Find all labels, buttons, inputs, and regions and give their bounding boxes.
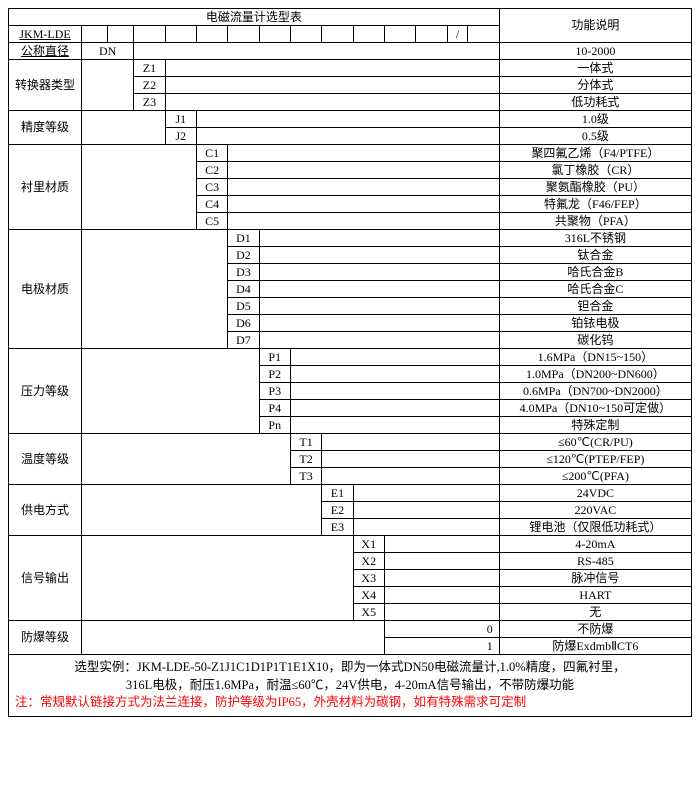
electrode-code: D6	[228, 315, 259, 332]
power-desc: 220VAC	[499, 502, 691, 519]
conv-code: Z2	[134, 77, 165, 94]
power-desc: 锂电池（仅限低功耗式）	[499, 519, 691, 536]
temp-code: T1	[290, 434, 321, 451]
pressure-desc: 4.0MPa（DN10~150可定做）	[499, 400, 691, 417]
electrode-desc: 铂铱电极	[499, 315, 691, 332]
electrode-desc: 钽合金	[499, 298, 691, 315]
selection-table: 电磁流量计选型表 功能说明 JKM-LDE / 公称直径 DN 10-2000 …	[8, 8, 692, 655]
electrode-code: D5	[228, 298, 259, 315]
electrode-code: D4	[228, 281, 259, 298]
pressure-code: Pn	[259, 417, 290, 434]
explosion-desc: 防爆ExdmbⅡCT6	[499, 638, 691, 655]
conv-desc: 分体式	[499, 77, 691, 94]
pressure-label: 压力等级	[9, 349, 82, 434]
power-label: 供电方式	[9, 485, 82, 536]
liner-code: C3	[196, 179, 227, 196]
nominal-code: DN	[82, 43, 134, 60]
liner-desc: 聚氨酯橡胶（PU）	[499, 179, 691, 196]
conv-desc: 低功耗式	[499, 94, 691, 111]
accuracy-code: J1	[165, 111, 196, 128]
liner-code: C2	[196, 162, 227, 179]
electrode-code: D1	[228, 230, 259, 247]
accuracy-desc: 0.5级	[499, 128, 691, 145]
electrode-desc: 316L不锈钢	[499, 230, 691, 247]
conv-label: 转换器类型	[9, 60, 82, 111]
nominal-label: 公称直径	[9, 43, 82, 60]
signal-code: X1	[353, 536, 384, 553]
conv-code: Z1	[134, 60, 165, 77]
footer-line1: 选型实例：JKM-LDE-50-Z1J1C1D1P1T1E1X10，即为一体式D…	[74, 660, 625, 674]
liner-desc: 聚四氟乙烯（F4/PTFE）	[499, 145, 691, 162]
footer-line2: 316L电极，耐压1.6MPa，耐温≤60℃，24V供电，4-20mA信号输出，…	[126, 678, 574, 692]
electrode-desc: 碳化钨	[499, 332, 691, 349]
signal-code: X5	[353, 604, 384, 621]
liner-code: C4	[196, 196, 227, 213]
liner-desc: 氯丁橡胶（CR）	[499, 162, 691, 179]
accuracy-code: J2	[165, 128, 196, 145]
electrode-desc: 哈氏合金B	[499, 264, 691, 281]
signal-code: X3	[353, 570, 384, 587]
temp-desc: ≤60℃(CR/PU)	[499, 434, 691, 451]
electrode-label: 电极材质	[9, 230, 82, 349]
electrode-code: D7	[228, 332, 259, 349]
accuracy-label: 精度等级	[9, 111, 82, 145]
signal-code: X2	[353, 553, 384, 570]
electrode-code: D2	[228, 247, 259, 264]
electrode-code: D3	[228, 264, 259, 281]
electrode-desc: 哈氏合金C	[499, 281, 691, 298]
pressure-desc: 1.0MPa（DN200~DN600）	[499, 366, 691, 383]
temp-code: T2	[290, 451, 321, 468]
liner-desc: 特氟龙（F46/FEP）	[499, 196, 691, 213]
signal-desc: 脉冲信号	[499, 570, 691, 587]
footer-line3: 注：常规默认链接方式为法兰连接，防护等级为IP65，外壳材料为碳钢，如有特殊需求…	[15, 695, 526, 709]
pressure-desc: 1.6MPa（DN15~150）	[499, 349, 691, 366]
signal-desc: HART	[499, 587, 691, 604]
signal-desc: RS-485	[499, 553, 691, 570]
title: 电磁流量计选型表	[9, 9, 500, 26]
explosion-desc: 不防爆	[499, 621, 691, 638]
nominal-desc: 10-2000	[499, 43, 691, 60]
pressure-code: P1	[259, 349, 290, 366]
func-title: 功能说明	[499, 9, 691, 43]
pressure-code: P4	[259, 400, 290, 417]
liner-desc: 共聚物（PFA）	[499, 213, 691, 230]
footer-notes: 选型实例：JKM-LDE-50-Z1J1C1D1P1T1E1X10，即为一体式D…	[8, 655, 692, 717]
pressure-code: P2	[259, 366, 290, 383]
liner-code: C5	[196, 213, 227, 230]
explosion-code: 1	[384, 638, 499, 655]
signal-code: X4	[353, 587, 384, 604]
power-code: E2	[322, 502, 353, 519]
signal-desc: 4-20mA	[499, 536, 691, 553]
conv-desc: 一体式	[499, 60, 691, 77]
signal-desc: 无	[499, 604, 691, 621]
conv-code: Z3	[134, 94, 165, 111]
power-code: E1	[322, 485, 353, 502]
accuracy-desc: 1.0级	[499, 111, 691, 128]
signal-label: 信号输出	[9, 536, 82, 621]
liner-label: 衬里材质	[9, 145, 82, 230]
model-code: JKM-LDE	[9, 26, 82, 43]
pressure-code: P3	[259, 383, 290, 400]
temp-desc: ≤120℃(PTEP/FEP)	[499, 451, 691, 468]
slash: /	[447, 26, 468, 43]
liner-code: C1	[196, 145, 227, 162]
explosion-label: 防爆等级	[9, 621, 82, 655]
temp-desc: ≤200℃(PFA)	[499, 468, 691, 485]
electrode-desc: 钛合金	[499, 247, 691, 264]
pressure-desc: 0.6MPa（DN700~DN2000）	[499, 383, 691, 400]
temp-code: T3	[290, 468, 321, 485]
power-code: E3	[322, 519, 353, 536]
temp-label: 温度等级	[9, 434, 82, 485]
pressure-desc: 特殊定制	[499, 417, 691, 434]
power-desc: 24VDC	[499, 485, 691, 502]
explosion-code: 0	[384, 621, 499, 638]
